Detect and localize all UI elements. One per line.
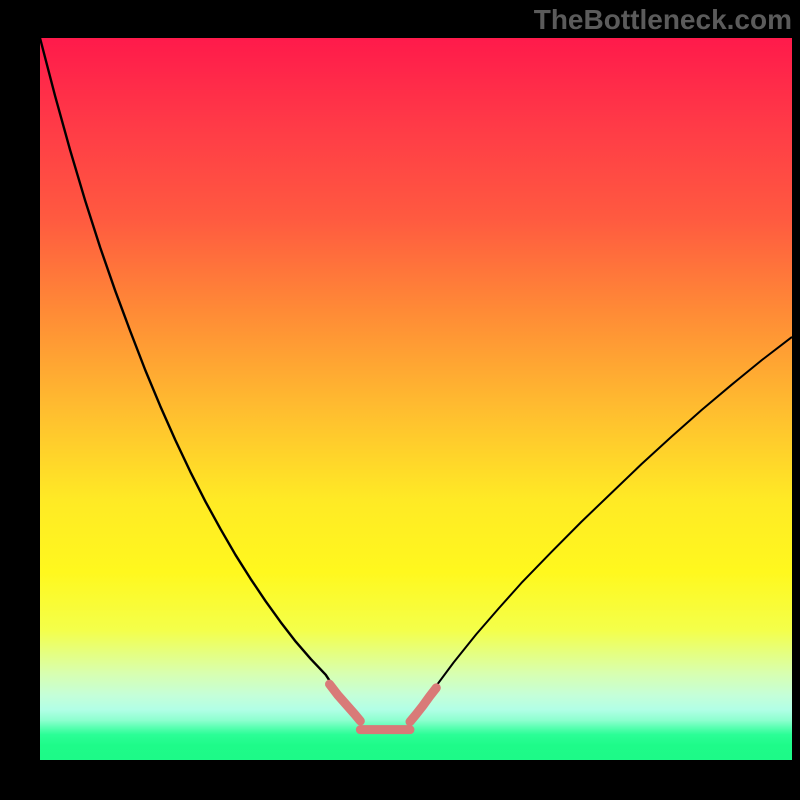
watermark-label: TheBottleneck.com (534, 4, 792, 36)
curve-valley_right_pink (410, 688, 436, 722)
curve-overlay (0, 0, 800, 800)
curve-layer (40, 38, 792, 730)
curve-right (412, 337, 792, 718)
curve-left (40, 38, 360, 717)
chart-stage: TheBottleneck.com (0, 0, 800, 800)
curve-valley_left_pink (330, 684, 361, 721)
